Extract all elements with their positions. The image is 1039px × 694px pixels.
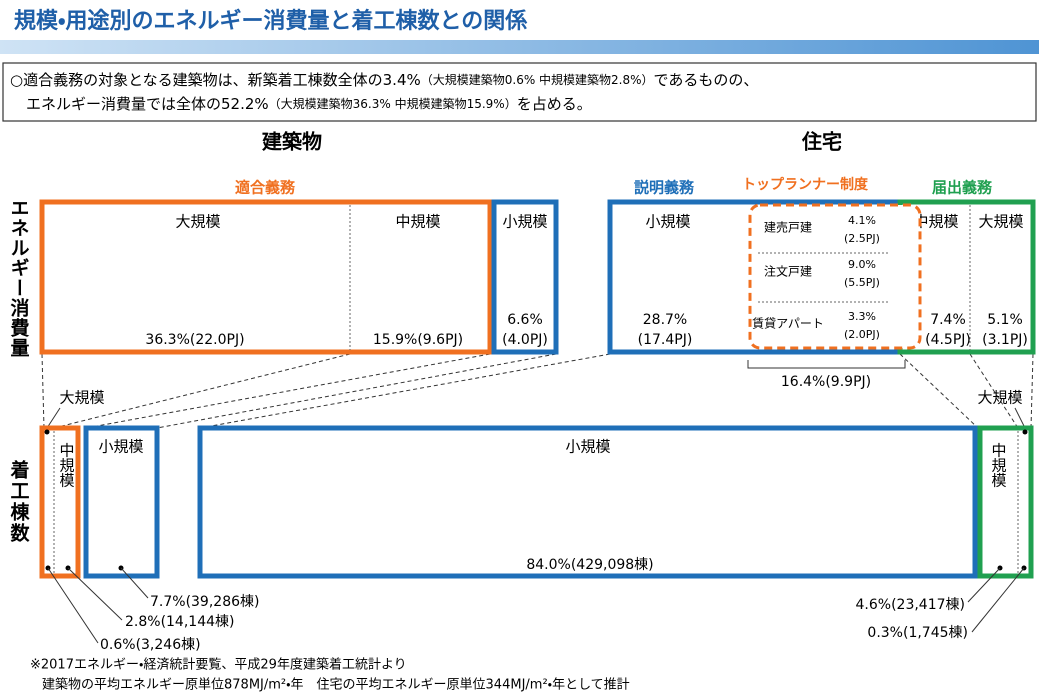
callout: 4.6%(23,417棟) [856,597,965,613]
row-value: (2.0PJ) [844,328,880,341]
box [83,425,160,579]
callout: 0.3%(1,745棟) [867,625,968,641]
box [39,425,81,579]
label: 大規模 [978,213,1023,231]
row-value: 9.0% [848,258,876,271]
callout: 7.7%(39,286棟) [150,594,259,610]
value: 5.1% [987,312,1023,328]
label: 中規模 [990,443,1008,488]
summary-text: エネルギー消費量では全体の52.2% [26,95,269,113]
value: (3.1PJ) [982,332,1028,348]
value: (4.5PJ) [925,332,971,348]
summary-text: を占める。 [517,95,592,113]
row-value: 4.1% [848,214,876,227]
callout: 0.6%(3,246棟) [100,637,201,653]
leaders [47,567,1025,644]
label: 中規模 [58,443,76,488]
title: 規模・用途別のエネルギー消費量と着工棟数との関係 [14,8,528,34]
row-label: 注文戸建 [764,265,812,279]
group-label: 適合義務 [235,179,296,197]
summary-note: （大規模建築物36.3% 中規模建築物15.9%） [269,96,517,111]
label: 中規模 [913,213,958,231]
title-bar [0,40,1039,54]
box [197,425,978,579]
label: 小規模 [98,438,143,456]
box [39,199,493,355]
footnote: ※2017エネルギー・経済統計要覧、平成29年度建築着工統計より [30,657,407,673]
side-label: 着工棟数 [8,459,31,544]
row-value: 3.3% [848,310,876,323]
row-value: (5.5PJ) [844,276,880,289]
summary-note: （大規模建築物0.6% 中規模建築物2.8%） [421,72,654,87]
group-label: 届出義務 [932,179,993,197]
summary-line: ○適合義務の対象となる建築物は、新築着工棟数全体の3.4%（大規模建築物0.6%… [10,71,758,89]
callout: 2.8%(14,144棟) [125,614,234,630]
value: 84.0%(429,098棟) [526,557,653,573]
value: 15.9%(9.6PJ) [373,332,463,348]
group-label: トップランナー制度 [742,176,869,193]
bracket [747,360,906,369]
footnote: 建築物の平均エネルギー原単位878MJ/m²・年 住宅の平均エネルギー原単位34… [42,677,630,693]
value: 36.3%(22.0PJ) [145,332,244,348]
group-label: 説明義務 [634,179,695,197]
heading: 住宅 [801,130,842,154]
summary-line: エネルギー消費量では全体の52.2%（大規模建築物36.3% 中規模建築物15.… [26,95,592,113]
side-label: エネルギー消費量 [8,198,30,358]
row-label: 賃貸アパート [752,316,824,331]
top-runner-rows: 建売戸建 4.1% (2.5PJ) 注文戸建 9.0% (5.5PJ) 賃貸アパート 3.3%… [752,214,880,341]
value: 16.4%(9.9PJ) [781,374,871,390]
value: (17.4PJ) [638,332,693,348]
value: (4.0PJ) [502,332,548,348]
leader [46,407,61,429]
box [977,425,1034,579]
top-runner-box [748,203,922,350]
label: 大規模 [175,213,220,231]
label: 中規模 [395,213,440,231]
value: 6.6% [507,312,543,328]
connectors [41,353,1034,429]
value: 7.4% [930,312,966,328]
row-label: 建売戸建 [764,220,812,235]
summary-text: ○適合義務の対象となる建築物は、新築着工棟数全体の3.4% [10,71,421,89]
value: 28.7% [643,312,687,328]
row-value: (2.5PJ) [844,232,880,245]
box [491,199,559,355]
summary-box [2,62,1037,122]
leader [1014,407,1026,429]
heading: 建築物 [261,130,322,154]
label: 大規模 [977,389,1022,407]
label: 小規模 [565,438,610,456]
label: 小規模 [502,213,547,231]
summary-text: であるものの、 [654,71,759,89]
label: 大規模 [59,389,104,407]
label: 小規模 [645,213,690,231]
